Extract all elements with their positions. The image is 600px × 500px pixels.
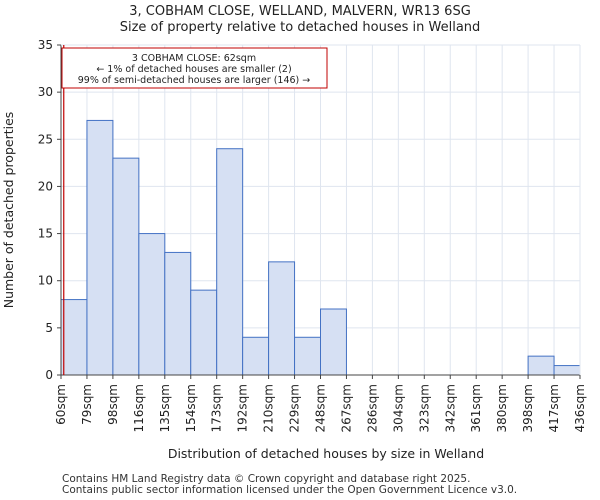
chart-subtitle: Size of property relative to detached ho… [119,20,481,35]
x-axis-label: Distribution of detached houses by size … [168,446,484,461]
x-tick-label: 229sqm [288,384,302,432]
bar [112,157,140,376]
x-tick-label: 342sqm [443,384,457,432]
y-tick-labels: 0 5 10 15 20 25 30 35 [38,38,53,382]
y-tick-label: 10 [38,274,53,288]
annotation-box [61,47,328,89]
bar [216,148,244,376]
x-tick-label: 210sqm [262,384,276,432]
x-tick-label: 79sqm [80,384,94,425]
y-tick-label: 5 [45,321,53,335]
bar [190,289,218,376]
x-tick-label: 60sqm [54,384,68,425]
y-tick-label: 30 [38,85,53,99]
axes [57,44,581,379]
x-tick-label: 173sqm [210,384,224,432]
x-tick-label: 135sqm [158,384,172,432]
bars [60,119,581,376]
y-tick-label: 15 [38,227,53,241]
x-tick-label: 98sqm [106,384,120,425]
x-tick-label: 323sqm [417,384,431,432]
x-tick-labels: 60sqm 79sqm 98sqm 116sqm 135sqm 154sqm 173sqm 1… [54,384,587,432]
annotation-line: ← 1% of detached houses are smaller (2) [96,64,291,75]
chart-title: 3, COBHAM CLOSE, WELLAND, MALVERN, WR13 … [129,4,471,19]
bar [60,299,88,376]
x-tick-label: 267sqm [339,384,353,432]
x-tick-label: 304sqm [391,384,405,432]
annotation-line: 3 COBHAM CLOSE: 62sqm [132,53,256,64]
y-tick-label: 25 [38,132,53,146]
bar [138,233,166,376]
y-tick-label: 20 [38,179,53,193]
x-tick-label: 417sqm [547,384,561,432]
x-tick-label: 248sqm [314,384,328,432]
bar [294,336,321,376]
bar [268,261,296,376]
annotation-line: 99% of semi-detached houses are larger (… [78,75,311,86]
bar [86,119,114,376]
footer-line-2: Contains public sector information licen… [62,484,518,496]
bar [320,308,347,376]
bar [242,336,270,376]
bar [527,355,555,376]
x-tick-label: 192sqm [236,384,250,432]
x-tick-label: 398sqm [521,384,535,432]
x-tick-label: 380sqm [495,384,509,432]
footer-line-1: Contains HM Land Registry data © Crown c… [62,473,471,485]
histogram-chart: 60sqm 79sqm 98sqm 116sqm 135sqm 154sqm 173sqm 1… [1,38,587,461]
x-tick-label: 154sqm [184,384,198,432]
bar [553,365,581,376]
y-tick-label: 35 [38,38,53,52]
x-tick-label: 286sqm [365,384,379,432]
x-tick-label: 436sqm [573,384,587,432]
y-tick-label: 0 [45,368,53,382]
y-axis-label: Number of detached properties [1,112,16,309]
x-tick-label: 116sqm [132,384,146,432]
bar [164,251,192,376]
annotation: 3 COBHAM CLOSE: 62sqm← 1% of detached ho… [61,45,328,375]
x-tick-label: 361sqm [469,384,483,432]
